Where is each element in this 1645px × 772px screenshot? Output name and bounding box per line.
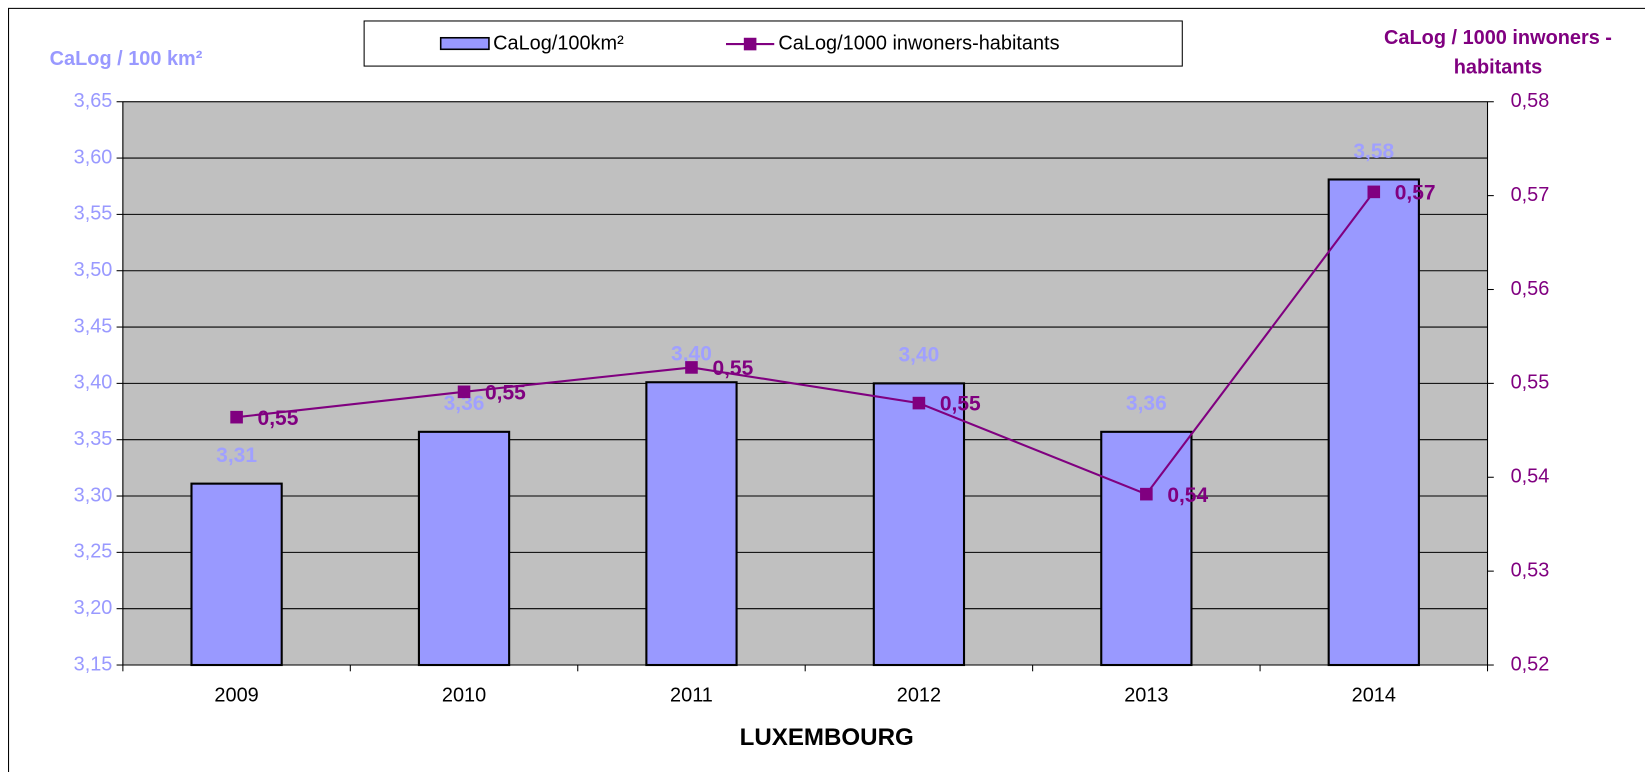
y2-tick-label: 0,54: [1511, 466, 1550, 488]
y-tick-label: 3,40: [74, 372, 113, 394]
x-tick-label: 2014: [1352, 685, 1396, 707]
y-tick-label: 3,45: [74, 315, 113, 337]
y-tick-label: 3,35: [74, 428, 113, 450]
legend-label: CaLog/1000 inwoners-habitants: [778, 32, 1059, 54]
line-value-label: 0,55: [940, 393, 981, 416]
bar-value-label: 3,40: [671, 343, 712, 366]
y-tick-label: 3,50: [74, 259, 113, 281]
line-marker: [1140, 487, 1153, 501]
y2-tick-label: 0,52: [1511, 653, 1550, 675]
line-value-label: 0,54: [1167, 484, 1208, 507]
bar: [872, 382, 966, 667]
bar-value-label: 3,58: [1353, 140, 1394, 163]
bar: [645, 381, 738, 667]
x-tick-label: 2011: [670, 685, 713, 707]
y-tick-label: 3,25: [74, 541, 113, 563]
line-value-label: 0,57: [1395, 182, 1436, 205]
line-marker: [457, 385, 471, 399]
y2-axis-title: CaLog / 1000 inwoners -: [1384, 27, 1612, 49]
x-tick-label: 2013: [1124, 685, 1168, 707]
y2-tick-label: 0,57: [1511, 184, 1550, 206]
bar-value-label: 3,40: [899, 344, 940, 367]
bar-value-label: 3,36: [1126, 392, 1167, 415]
legend-marker: [743, 37, 757, 51]
line-marker: [685, 361, 698, 374]
y-tick-label: 3,65: [74, 90, 113, 112]
y-tick-label: 3,30: [74, 484, 113, 506]
bar: [190, 482, 283, 667]
x-tick-label: 2009: [214, 685, 258, 707]
legend-swatch: [439, 36, 490, 51]
line-marker: [230, 410, 243, 424]
x-axis-title: LUXEMBOURG: [740, 724, 914, 751]
line: [236, 191, 1375, 496]
y-axis-title: CaLog / 100 km²: [50, 48, 203, 70]
y-tick-label: 3,60: [74, 146, 113, 168]
line-marker: [1367, 185, 1381, 199]
y-tick-label: 3,20: [74, 597, 113, 619]
line-value-label: 0,55: [712, 357, 753, 380]
bar: [1100, 430, 1193, 667]
line-marker: [912, 396, 926, 410]
y-tick-label: 3,15: [74, 653, 113, 675]
bar-value-label: 3,31: [216, 444, 257, 467]
x-tick-label: 2012: [897, 685, 941, 707]
y2-tick-label: 0,53: [1511, 559, 1550, 581]
line-value-label: 0,55: [258, 407, 299, 430]
y2-axis-title: habitants: [1454, 56, 1542, 78]
y2-tick-label: 0,56: [1511, 278, 1550, 300]
y2-tick-label: 0,58: [1511, 90, 1550, 112]
line-value-label: 0,55: [485, 381, 526, 404]
legend-label: CaLog/100km²: [493, 32, 624, 54]
y-tick-label: 3,55: [74, 203, 113, 225]
bar: [1327, 178, 1420, 667]
x-tick-label: 2010: [442, 685, 486, 707]
bar-value-label: 3,36: [444, 392, 485, 415]
bar: [417, 430, 511, 667]
y2-tick-label: 0,55: [1511, 372, 1550, 394]
